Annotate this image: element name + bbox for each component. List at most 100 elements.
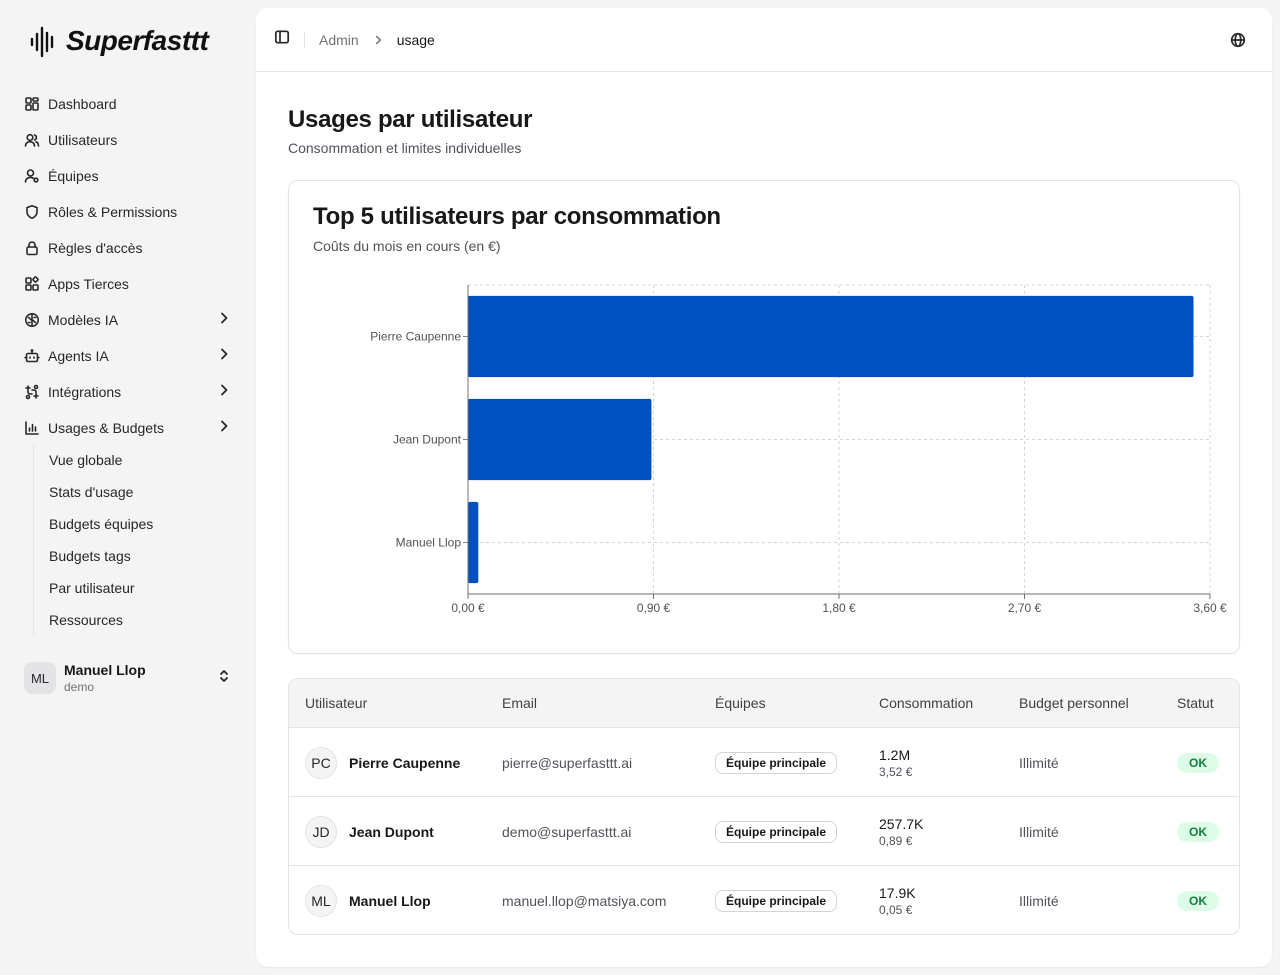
- user-cell: PC Pierre Caupenne: [305, 728, 460, 797]
- teams-cell: Équipe principale: [715, 728, 838, 797]
- chevrons-up-down-icon: [216, 668, 232, 689]
- team-badge[interactable]: Équipe principale: [715, 889, 838, 912]
- chart-card: Top 5 utilisateurs par consommation Coût…: [288, 180, 1240, 654]
- column-header-teams[interactable]: Équipes: [715, 695, 766, 711]
- teams-cell: Équipe principale: [715, 866, 838, 934]
- globe-icon[interactable]: [1230, 32, 1246, 53]
- chart-bar: [468, 295, 1194, 378]
- cost-value: 0,89 €: [879, 833, 913, 848]
- user-name: Manuel Llop: [64, 662, 146, 678]
- sidebar-item-label: Usages & Budgets: [48, 420, 164, 436]
- avatar: PC: [305, 746, 337, 779]
- lock-icon: [24, 240, 40, 256]
- user-menu[interactable]: ML Manuel Llop demo: [16, 652, 240, 704]
- waveform-logo-icon: [30, 26, 54, 58]
- consumption-cell: 17.9K 0,05 €: [879, 866, 916, 934]
- sidebar-item-dashboard[interactable]: Dashboard: [16, 86, 240, 122]
- usage-subnav: Vue globale Stats d'usage Budgets équipe…: [33, 444, 153, 636]
- sidebar-item-integrations[interactable]: Intégrations: [16, 374, 240, 410]
- status-badge: OK: [1177, 821, 1219, 842]
- sidebar-item-roles[interactable]: Rôles & Permissions: [16, 194, 240, 230]
- sidebar-item-teams[interactable]: Équipes: [16, 158, 240, 194]
- sidebar-item-label: Intégrations: [48, 384, 122, 400]
- dashboard-icon: [24, 96, 40, 112]
- column-header-status[interactable]: Statut: [1177, 695, 1214, 711]
- sidebar: Superfasttt Dashboard Utilisateurs Équip…: [0, 0, 256, 975]
- brand-name: Superfasttt: [66, 25, 209, 56]
- breadcrumb-admin[interactable]: Admin: [319, 31, 359, 48]
- sidebar-toggle-icon[interactable]: [274, 29, 290, 50]
- x-tick-label: 0,00 €: [451, 601, 485, 615]
- sidebar-item-label: Dashboard: [48, 96, 117, 112]
- chart-bar: [468, 501, 479, 584]
- teams-cell: Équipe principale: [715, 797, 838, 866]
- subnav-item-team-budgets[interactable]: Budgets équipes: [49, 516, 154, 532]
- y-tick-label: Manuel Llop: [396, 536, 462, 550]
- email-cell: pierre@superfasttt.ai: [502, 754, 633, 771]
- users-icon: [24, 132, 40, 148]
- y-tick-label: Jean Dupont: [393, 433, 462, 447]
- column-header-budget[interactable]: Budget personnel: [1019, 695, 1129, 711]
- budget-cell: Illimité: [1019, 754, 1059, 771]
- bar-chart: Pierre Caupenne Jean Dupont Manuel Llop 0,0…: [370, 284, 1227, 615]
- table-row[interactable]: PC Pierre Caupenne pierre@superfasttt.ai…: [289, 728, 1239, 797]
- sidebar-item-label: Rôles & Permissions: [48, 204, 178, 220]
- budget-cell: Illimité: [1019, 823, 1059, 840]
- avatar: JD: [305, 815, 337, 848]
- y-tick-label: Pierre Caupenne: [370, 330, 461, 344]
- column-header-email[interactable]: Email: [502, 695, 538, 711]
- sidebar-item-label: Apps Tierces: [48, 276, 129, 292]
- breadcrumb-current: usage: [396, 31, 435, 48]
- chevron-right-icon: [216, 310, 232, 331]
- sidebar-item-usage-budgets[interactable]: Usages & Budgets: [16, 410, 240, 446]
- x-tick-label: 3,60 €: [1193, 601, 1227, 615]
- brand-logo[interactable]: Superfasttt: [28, 24, 209, 58]
- avatar: ML: [24, 662, 56, 694]
- status-cell: OK: [1177, 728, 1219, 797]
- x-tick-label: 0,90 €: [637, 601, 671, 615]
- status-cell: OK: [1177, 866, 1219, 934]
- sidebar-item-ai-models[interactable]: Modèles IA: [16, 302, 240, 338]
- apps-icon: [24, 276, 40, 292]
- x-tick-label: 2,70 €: [1008, 601, 1042, 615]
- sidebar-item-ai-agents[interactable]: Agents IA: [16, 338, 240, 374]
- user-name: Pierre Caupenne: [349, 754, 461, 771]
- page-title: Usages par utilisateur: [288, 106, 533, 133]
- subnav-item-usage-stats[interactable]: Stats d'usage: [49, 484, 134, 500]
- column-header-user[interactable]: Utilisateur: [305, 695, 368, 711]
- email-cell: manuel.llop@matsiya.com: [502, 892, 667, 909]
- page-header: Usages par utilisateur Consommation et l…: [288, 106, 532, 156]
- table-row[interactable]: ML Manuel Llop manuel.llop@matsiya.com É…: [289, 866, 1239, 934]
- sidebar-item-label: Modèles IA: [48, 312, 119, 328]
- subnav-item-per-user[interactable]: Par utilisateur: [49, 580, 135, 596]
- status-badge: OK: [1177, 890, 1219, 911]
- subnav-item-tag-budgets[interactable]: Budgets tags: [49, 548, 131, 564]
- sidebar-item-label: Équipes: [48, 168, 99, 184]
- sidebar-item-apps[interactable]: Apps Tierces: [16, 266, 240, 302]
- user-name: Jean Dupont: [349, 823, 434, 840]
- token-count: 257.7K: [879, 815, 924, 832]
- column-header-consumption[interactable]: Consommation: [879, 695, 974, 711]
- chart-title: Top 5 utilisateurs par consommation: [313, 203, 721, 230]
- x-tick-label: 1,80 €: [822, 601, 856, 615]
- consumption-cell: 257.7K 0,89 €: [879, 797, 923, 866]
- user-info: Manuel Llop demo: [64, 662, 216, 694]
- brain-icon: [24, 312, 40, 328]
- token-count: 1.2M: [879, 746, 911, 763]
- sidebar-item-users[interactable]: Utilisateurs: [16, 122, 240, 158]
- user-cell: JD Jean Dupont: [305, 797, 434, 866]
- subnav-item-overview[interactable]: Vue globale: [49, 452, 123, 468]
- chevron-right-icon: [216, 418, 232, 439]
- avatar: ML: [305, 884, 337, 917]
- chevron-right-icon: [216, 346, 232, 367]
- users-table: Utilisateur Email Équipes Consommation B…: [288, 678, 1240, 935]
- token-count: 17.9K: [879, 884, 916, 901]
- status-badge: OK: [1177, 752, 1219, 773]
- subnav-item-resources[interactable]: Ressources: [49, 612, 123, 628]
- sidebar-item-access-rules[interactable]: Règles d'accès: [16, 230, 240, 266]
- topbar: Admin usage: [256, 8, 1272, 72]
- sidebar-item-label: Utilisateurs: [48, 132, 118, 148]
- team-badge[interactable]: Équipe principale: [715, 820, 838, 843]
- table-row[interactable]: JD Jean Dupont demo@superfasttt.ai Équip…: [289, 797, 1239, 866]
- team-badge[interactable]: Équipe principale: [715, 751, 838, 774]
